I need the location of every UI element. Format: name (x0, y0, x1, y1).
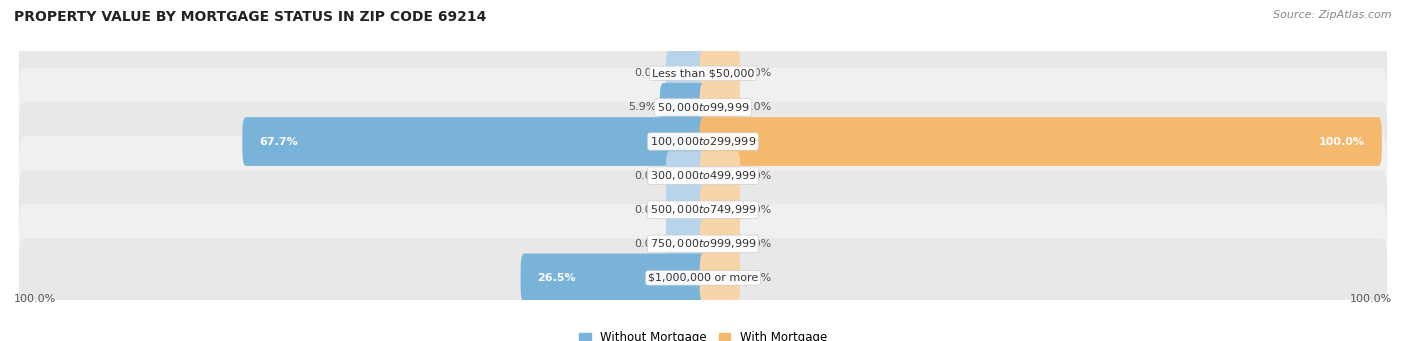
FancyBboxPatch shape (18, 102, 1388, 181)
FancyBboxPatch shape (700, 220, 740, 268)
Text: Less than $50,000: Less than $50,000 (652, 68, 754, 78)
Text: 0.0%: 0.0% (634, 68, 662, 78)
FancyBboxPatch shape (700, 83, 740, 132)
Text: 0.0%: 0.0% (744, 205, 772, 215)
FancyBboxPatch shape (666, 220, 706, 268)
Text: 0.0%: 0.0% (744, 239, 772, 249)
FancyBboxPatch shape (666, 186, 706, 234)
FancyBboxPatch shape (659, 83, 706, 132)
Text: $1,000,000 or more: $1,000,000 or more (648, 273, 758, 283)
FancyBboxPatch shape (666, 49, 706, 98)
Text: $50,000 to $99,999: $50,000 to $99,999 (657, 101, 749, 114)
Text: 5.9%: 5.9% (628, 102, 657, 113)
FancyBboxPatch shape (700, 117, 1382, 166)
Text: Source: ZipAtlas.com: Source: ZipAtlas.com (1274, 10, 1392, 20)
Text: 0.0%: 0.0% (634, 170, 662, 181)
Text: 0.0%: 0.0% (744, 273, 772, 283)
Legend: Without Mortgage, With Mortgage: Without Mortgage, With Mortgage (574, 326, 832, 341)
FancyBboxPatch shape (242, 117, 706, 166)
FancyBboxPatch shape (18, 238, 1388, 317)
Text: $750,000 to $999,999: $750,000 to $999,999 (650, 237, 756, 250)
Text: 0.0%: 0.0% (634, 239, 662, 249)
Text: 0.0%: 0.0% (634, 205, 662, 215)
FancyBboxPatch shape (700, 151, 740, 200)
Text: 26.5%: 26.5% (537, 273, 576, 283)
Text: 100.0%: 100.0% (14, 294, 56, 304)
FancyBboxPatch shape (18, 34, 1388, 113)
Text: $300,000 to $499,999: $300,000 to $499,999 (650, 169, 756, 182)
Text: 0.0%: 0.0% (744, 102, 772, 113)
FancyBboxPatch shape (18, 170, 1388, 249)
FancyBboxPatch shape (666, 151, 706, 200)
Text: $500,000 to $749,999: $500,000 to $749,999 (650, 203, 756, 216)
Text: 67.7%: 67.7% (259, 136, 298, 147)
Text: 100.0%: 100.0% (1350, 294, 1392, 304)
Text: PROPERTY VALUE BY MORTGAGE STATUS IN ZIP CODE 69214: PROPERTY VALUE BY MORTGAGE STATUS IN ZIP… (14, 10, 486, 24)
FancyBboxPatch shape (18, 136, 1388, 215)
FancyBboxPatch shape (700, 254, 740, 302)
FancyBboxPatch shape (18, 204, 1388, 283)
FancyBboxPatch shape (700, 49, 740, 98)
FancyBboxPatch shape (700, 186, 740, 234)
Text: 100.0%: 100.0% (1319, 136, 1365, 147)
Text: 0.0%: 0.0% (744, 170, 772, 181)
Text: $100,000 to $299,999: $100,000 to $299,999 (650, 135, 756, 148)
FancyBboxPatch shape (520, 254, 706, 302)
Text: 0.0%: 0.0% (744, 68, 772, 78)
FancyBboxPatch shape (18, 68, 1388, 147)
